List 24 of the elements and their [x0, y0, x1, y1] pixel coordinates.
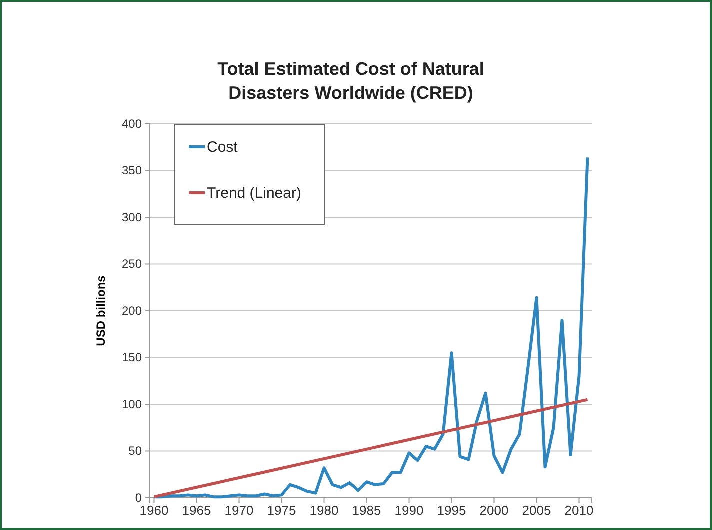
x-tick-label: 1975: [267, 503, 296, 518]
legend-label: Trend (Linear): [207, 185, 302, 202]
y-tick-label: 250: [122, 257, 142, 272]
legend-label: Cost: [207, 139, 239, 156]
y-tick-label: 350: [122, 164, 142, 178]
x-tick-label: 1995: [437, 503, 466, 518]
x-tick-label: 1965: [182, 503, 212, 518]
x-tick-label: 1970: [224, 503, 254, 518]
y-tick-label: 400: [122, 116, 142, 131]
x-tick-label: 1980: [310, 503, 339, 518]
x-tick-label: 2010: [564, 503, 594, 518]
y-tick-label: 50: [128, 444, 142, 458]
x-tick-label: 1990: [394, 503, 424, 518]
x-tick-label: 2005: [522, 503, 552, 518]
y-tick-label: 0: [135, 490, 142, 505]
chart-title: Total Estimated Cost of Natural Disasters Worldwide (CRED): [218, 59, 484, 103]
y-tick-label: 300: [122, 210, 142, 224]
x-tick-label: 1960: [140, 503, 169, 518]
y-tick-label: 150: [122, 350, 142, 365]
y-axis-title: USD billions: [94, 275, 108, 346]
y-tick-label: 100: [122, 397, 142, 412]
x-tick-label: 2000: [480, 503, 509, 518]
x-tick-label: 1985: [352, 503, 382, 518]
y-tick-label: 200: [122, 304, 142, 318]
